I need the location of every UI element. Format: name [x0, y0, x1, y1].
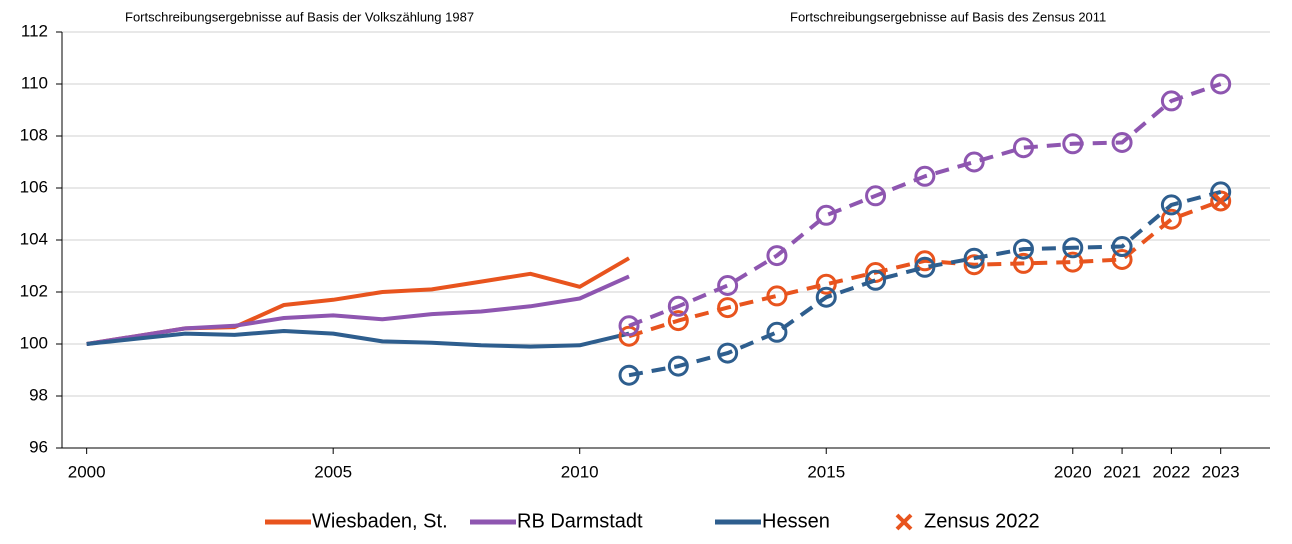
marker	[914, 256, 936, 278]
marker	[1062, 133, 1084, 155]
marker	[1210, 73, 1232, 95]
marker	[1111, 132, 1133, 153]
y-tick-label: 100	[20, 333, 48, 352]
line	[86, 329, 630, 349]
marker	[1012, 238, 1034, 260]
marker	[1062, 251, 1084, 273]
marker	[766, 245, 788, 267]
y-tick-label: 112	[21, 21, 48, 40]
marker	[667, 295, 689, 317]
x-tick-label: 2010	[561, 462, 599, 481]
legend-label: Wiesbaden, St.	[312, 510, 448, 532]
marker	[766, 285, 788, 307]
y-tick-label: 96	[29, 437, 48, 456]
x-marker	[1212, 192, 1230, 210]
marker	[914, 165, 936, 187]
x-tick-label: 2015	[807, 462, 845, 481]
marker	[1012, 137, 1034, 159]
marker	[1160, 208, 1182, 230]
marker	[1062, 237, 1084, 259]
x-tick-label: 2022	[1152, 462, 1190, 481]
marker	[618, 325, 640, 347]
marker	[914, 250, 936, 272]
marker	[1012, 252, 1034, 274]
line	[86, 274, 630, 346]
marker	[815, 286, 837, 308]
legend-label: RB Darmstadt	[517, 510, 643, 532]
y-tick-label: 102	[20, 281, 48, 300]
marker	[815, 204, 837, 226]
marker	[766, 321, 788, 343]
y-tick-label: 108	[20, 125, 48, 144]
x-tick-label: 2005	[314, 462, 352, 481]
y-tick-label: 106	[20, 177, 48, 196]
marker	[963, 151, 985, 173]
marker	[1160, 90, 1182, 112]
marker	[618, 364, 640, 386]
marker	[717, 275, 739, 296]
marker	[618, 315, 640, 337]
marker	[1111, 236, 1133, 257]
marker	[963, 254, 985, 276]
x-tick-label: 2021	[1103, 462, 1141, 481]
marker	[717, 297, 739, 319]
annotation: Fortschreibungsergebnisse auf Basis der …	[125, 9, 474, 24]
y-tick-label: 98	[29, 385, 48, 404]
x-tick-label: 2023	[1202, 462, 1240, 481]
line	[628, 199, 1222, 339]
legend-label: Zensus 2022	[924, 510, 1040, 532]
line	[628, 189, 1222, 378]
line	[628, 82, 1222, 328]
y-tick-label: 110	[21, 73, 48, 92]
x-tick-label: 2020	[1054, 462, 1092, 481]
marker	[667, 355, 689, 377]
legend-label: Hessen	[762, 510, 830, 532]
x-tick-label: 2000	[68, 462, 106, 481]
marker	[963, 247, 985, 269]
y-tick-label: 104	[20, 229, 48, 248]
marker	[1111, 249, 1133, 270]
annotation: Fortschreibungsergebnisse auf Basis des …	[790, 9, 1106, 24]
marker	[717, 342, 739, 364]
x-marker	[895, 513, 913, 531]
marker	[865, 269, 887, 291]
marker	[667, 310, 689, 332]
marker	[865, 185, 887, 207]
marker	[1160, 194, 1182, 216]
marker	[815, 273, 837, 295]
